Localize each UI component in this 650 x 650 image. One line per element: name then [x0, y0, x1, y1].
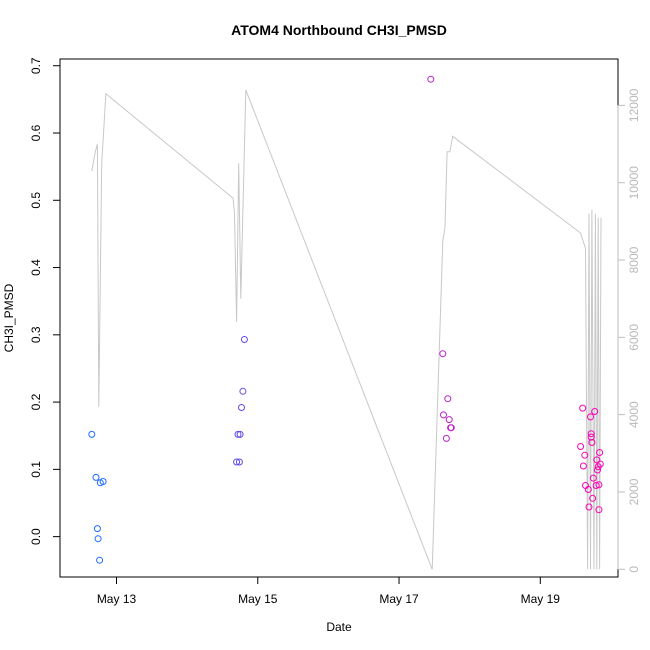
x-tick-label: May 19	[521, 592, 561, 606]
data-point	[236, 430, 244, 438]
data-point	[592, 482, 600, 489]
data-point	[591, 408, 599, 415]
data-point	[93, 525, 101, 533]
data-point	[88, 430, 96, 438]
right-tick-label: 0	[627, 566, 641, 573]
data-point	[94, 535, 102, 543]
data-point	[589, 494, 597, 502]
data-point	[587, 413, 594, 421]
data-points	[88, 75, 604, 564]
x-axis: May 13 May 15 May 17 May 19	[97, 576, 561, 606]
x-tick-label: May 17	[379, 592, 419, 606]
data-point	[239, 387, 247, 395]
data-point	[235, 458, 243, 466]
x-tick-label: May 13	[97, 592, 137, 606]
data-point	[587, 433, 595, 441]
data-point	[584, 486, 592, 493]
plot-frame	[59, 58, 619, 578]
data-point	[240, 336, 248, 343]
y-axis-label: CH3I_PMSD	[2, 283, 16, 352]
right-tick-label: 12000	[627, 88, 641, 122]
data-point	[444, 395, 452, 403]
left-tick-label: 0.0	[29, 528, 43, 545]
left-tick-label: 0.6	[29, 124, 43, 141]
data-point	[442, 434, 450, 442]
chart-title: ATOM4 Northbound CH3I_PMSD	[231, 22, 447, 38]
data-point	[579, 462, 587, 470]
data-point	[596, 449, 604, 456]
x-tick-label: May 15	[238, 592, 278, 606]
data-point	[581, 451, 589, 459]
data-point	[595, 506, 603, 514]
data-point	[427, 75, 435, 83]
right-axis-series-line	[91, 89, 602, 570]
data-point	[579, 404, 587, 412]
left-tick-label: 0.2	[29, 393, 43, 410]
data-point	[585, 503, 593, 511]
data-point	[596, 460, 604, 468]
data-point	[99, 478, 107, 485]
data-point	[589, 474, 597, 482]
left-tick-label: 0.1	[29, 461, 43, 478]
data-point	[445, 416, 453, 424]
right-tick-label: 4000	[627, 401, 641, 428]
data-point	[440, 411, 447, 419]
data-point	[92, 473, 100, 481]
secondary-series-line	[91, 89, 602, 570]
data-point	[593, 456, 601, 464]
data-point	[588, 439, 596, 446]
right-tick-label: 2000	[627, 478, 641, 505]
data-point	[238, 404, 245, 411]
x-axis-label: Date	[326, 620, 352, 634]
data-point	[233, 458, 241, 466]
data-point	[439, 350, 447, 358]
left-y-axis: 0.0 0.1 0.2 0.3 0.4 0.5 0.6 0.7	[29, 57, 61, 545]
data-point	[594, 466, 601, 474]
data-point	[447, 424, 455, 432]
data-point	[234, 430, 242, 438]
left-tick-label: 0.4	[29, 259, 43, 276]
right-tick-label: 10000	[627, 166, 641, 200]
left-tick-label: 0.7	[29, 57, 43, 74]
data-point	[96, 556, 104, 564]
right-tick-label: 8000	[627, 246, 641, 273]
right-y-axis: 0 2000 4000 6000 8000 10000 12000	[617, 88, 641, 573]
data-point	[587, 430, 595, 438]
left-tick-label: 0.5	[29, 192, 43, 209]
data-point	[577, 443, 585, 450]
right-tick-label: 6000	[627, 324, 641, 351]
left-tick-label: 0.3	[29, 326, 43, 343]
data-point	[595, 481, 603, 489]
